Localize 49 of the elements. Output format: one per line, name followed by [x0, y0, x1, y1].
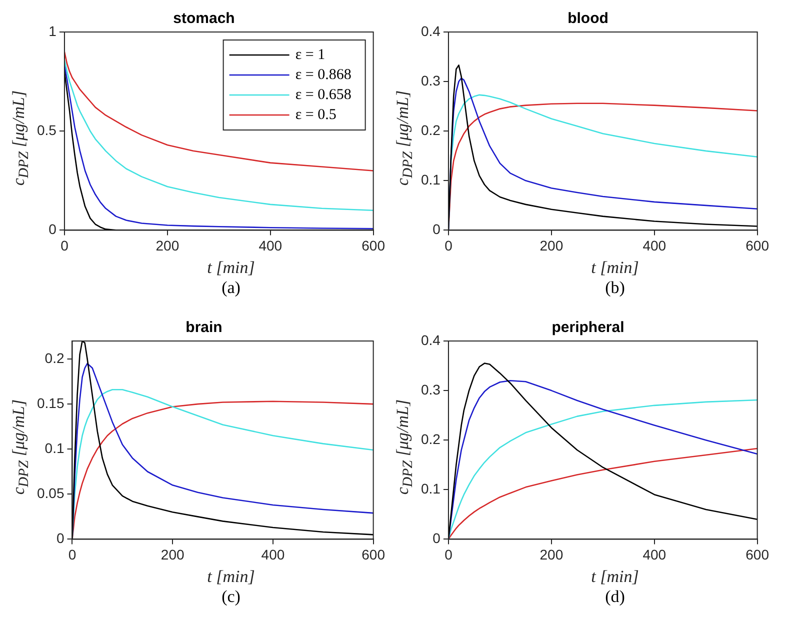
- legend-label: ε = 0.868: [295, 66, 352, 83]
- legend-label: ε = 0.658: [295, 86, 352, 103]
- legend-label: ε = 0.5: [295, 106, 336, 123]
- chart-title: blood: [568, 10, 608, 28]
- y-tick-label: 0: [48, 221, 57, 238]
- y-tick-label: 0.5: [36, 122, 57, 138]
- y-tick-label: 0.3: [420, 72, 441, 88]
- legend-label: ε = 1: [295, 46, 326, 63]
- x-tick-label: 400: [642, 237, 666, 254]
- chart-title: peripheral: [552, 319, 624, 336]
- y-tick-label: 0.4: [420, 22, 441, 39]
- x-tick-label: 200: [160, 546, 184, 562]
- text: (a): [222, 278, 240, 298]
- y-tick-label: 0.15: [37, 394, 64, 411]
- x-tick-label: 0: [444, 546, 453, 562]
- x-tick-label: 600: [746, 546, 770, 562]
- y-tick-label: 0.2: [420, 430, 441, 447]
- y-tick-label: 0.3: [420, 381, 441, 398]
- y-tick-label: 0.1: [420, 480, 441, 497]
- y-tick-label: 0.1: [420, 172, 441, 188]
- y-tick-label: 0.05: [37, 485, 64, 502]
- x-tick-label: 600: [362, 237, 386, 254]
- x-axis-title: t [min]: [207, 258, 255, 278]
- x-tick-label: 400: [642, 546, 666, 562]
- x-tick-label: 200: [156, 237, 180, 254]
- x-tick-label: 400: [258, 237, 282, 254]
- x-tick-label: 0: [68, 546, 76, 562]
- x-axis-title: t [min]: [207, 567, 255, 587]
- y-tick-label: 0.2: [44, 350, 64, 366]
- y-tick-label: 1: [48, 22, 57, 39]
- y-tick-label: 0.1: [44, 440, 64, 456]
- x-axis-title: t [min]: [591, 258, 639, 278]
- y-tick-label: 0: [432, 221, 441, 238]
- chart-title: brain: [186, 319, 222, 336]
- y-tick-label: 0: [432, 530, 441, 546]
- text: (b): [605, 278, 625, 298]
- y-tick-label: 0: [56, 530, 64, 546]
- x-axis-title: t [min]: [591, 567, 639, 587]
- y-tick-label: 0.2: [420, 122, 441, 138]
- x-tick-label: 600: [746, 237, 770, 254]
- y-tick-label: 0.4: [420, 332, 441, 348]
- x-tick-label: 400: [261, 546, 285, 562]
- x-tick-label: 200: [540, 237, 564, 254]
- text: (d): [605, 587, 625, 607]
- x-tick-label: 200: [540, 546, 564, 562]
- x-tick-label: 0: [444, 237, 453, 254]
- text: (c): [222, 587, 240, 607]
- x-tick-label: 600: [362, 546, 386, 562]
- chart-title: stomach: [173, 10, 235, 28]
